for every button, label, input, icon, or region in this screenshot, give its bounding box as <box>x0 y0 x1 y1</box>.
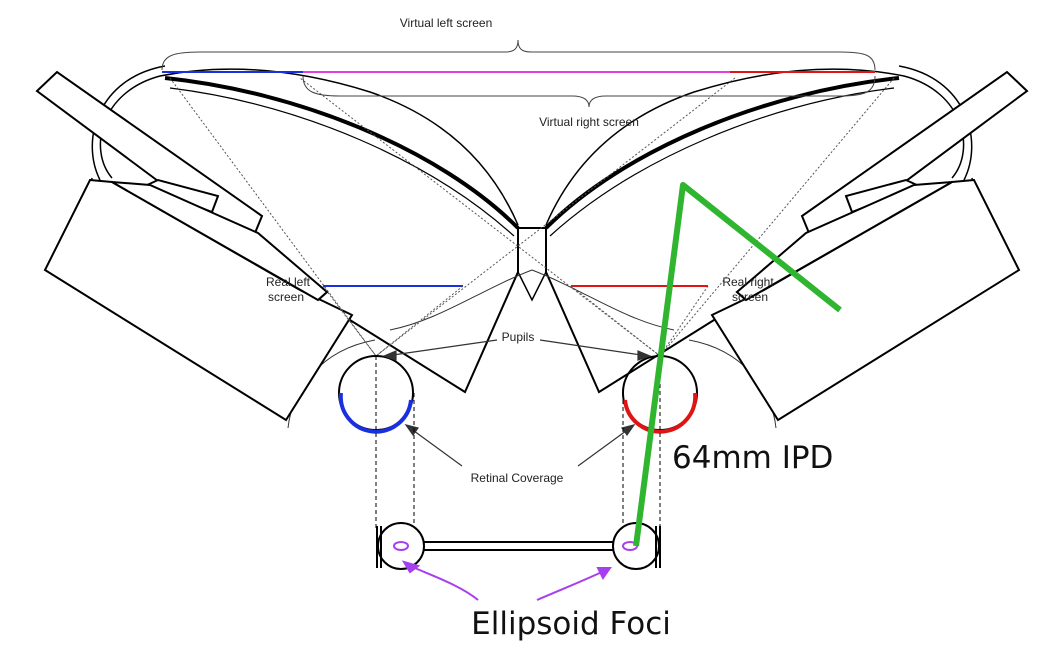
ipd-label: 64mm IPD <box>672 440 833 476</box>
ellipsoid-foci-marker <box>393 541 638 601</box>
ipd-marker <box>633 182 842 547</box>
real-right-screen-label-line1: Real right <box>722 275 774 289</box>
real-right-screen-label-line2: screen <box>732 290 768 304</box>
retinal-coverage-arrows <box>404 424 636 467</box>
projection-rays <box>169 77 895 357</box>
left-display-housing <box>35 70 354 422</box>
real-left-screen-label-line2: screen <box>268 290 304 304</box>
pupils-label: Pupils <box>502 330 535 344</box>
real-left-screen-label-line1: Real left <box>266 275 311 289</box>
ellipsoid-foci-label: Ellipsoid Foci <box>471 606 671 642</box>
virtual-left-screen-label: Virtual left screen <box>400 16 493 30</box>
pupil-arrows <box>382 339 652 361</box>
head-outline <box>287 339 777 429</box>
virtual-right-screen-label: Virtual right screen <box>539 115 639 129</box>
nose-curve <box>389 269 675 331</box>
retinal-coverage-label: Retinal Coverage <box>471 471 564 485</box>
eye-pair-top-view <box>376 522 661 570</box>
curved-lenses <box>164 76 900 237</box>
dashed-drop-lines <box>375 356 661 528</box>
face-profile <box>317 227 747 394</box>
braces <box>161 39 876 108</box>
